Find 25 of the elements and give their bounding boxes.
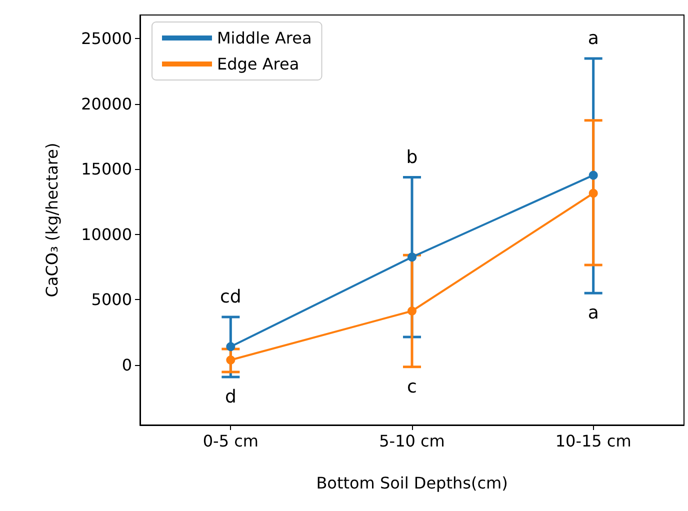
annotation: d (224, 386, 236, 408)
point (226, 355, 236, 364)
y-tick-label: 25000 (81, 29, 132, 48)
annotation: b (406, 146, 418, 168)
point (226, 342, 236, 352)
point (408, 252, 416, 262)
y-tick-label: 20000 (81, 94, 132, 114)
legend-label: Middle Area (217, 28, 312, 48)
point (408, 306, 416, 316)
legend-label: Edge Area (217, 54, 300, 74)
x-axis-title: Bottom Soil Depths(cm) (316, 474, 508, 492)
x-tick-label: 0-5 cm (202, 432, 258, 450)
annotation: a (588, 28, 599, 49)
x-tick-label: 10-15 cm (555, 432, 632, 450)
annotation: a (588, 302, 599, 324)
y-tick-label: 5000 (91, 290, 132, 310)
x-tick-label: 5-10 cm (379, 432, 445, 450)
annotation: cd (220, 286, 242, 308)
y-tick-label: 0 (122, 355, 132, 374)
y-tick-label: 15000 (81, 160, 132, 179)
y-tick-label: 10000 (81, 224, 132, 244)
annotation: c (407, 376, 417, 398)
point (588, 170, 598, 180)
point (588, 188, 598, 198)
y-axis-title: CaCO₃ (kg/hectare) (42, 142, 62, 298)
